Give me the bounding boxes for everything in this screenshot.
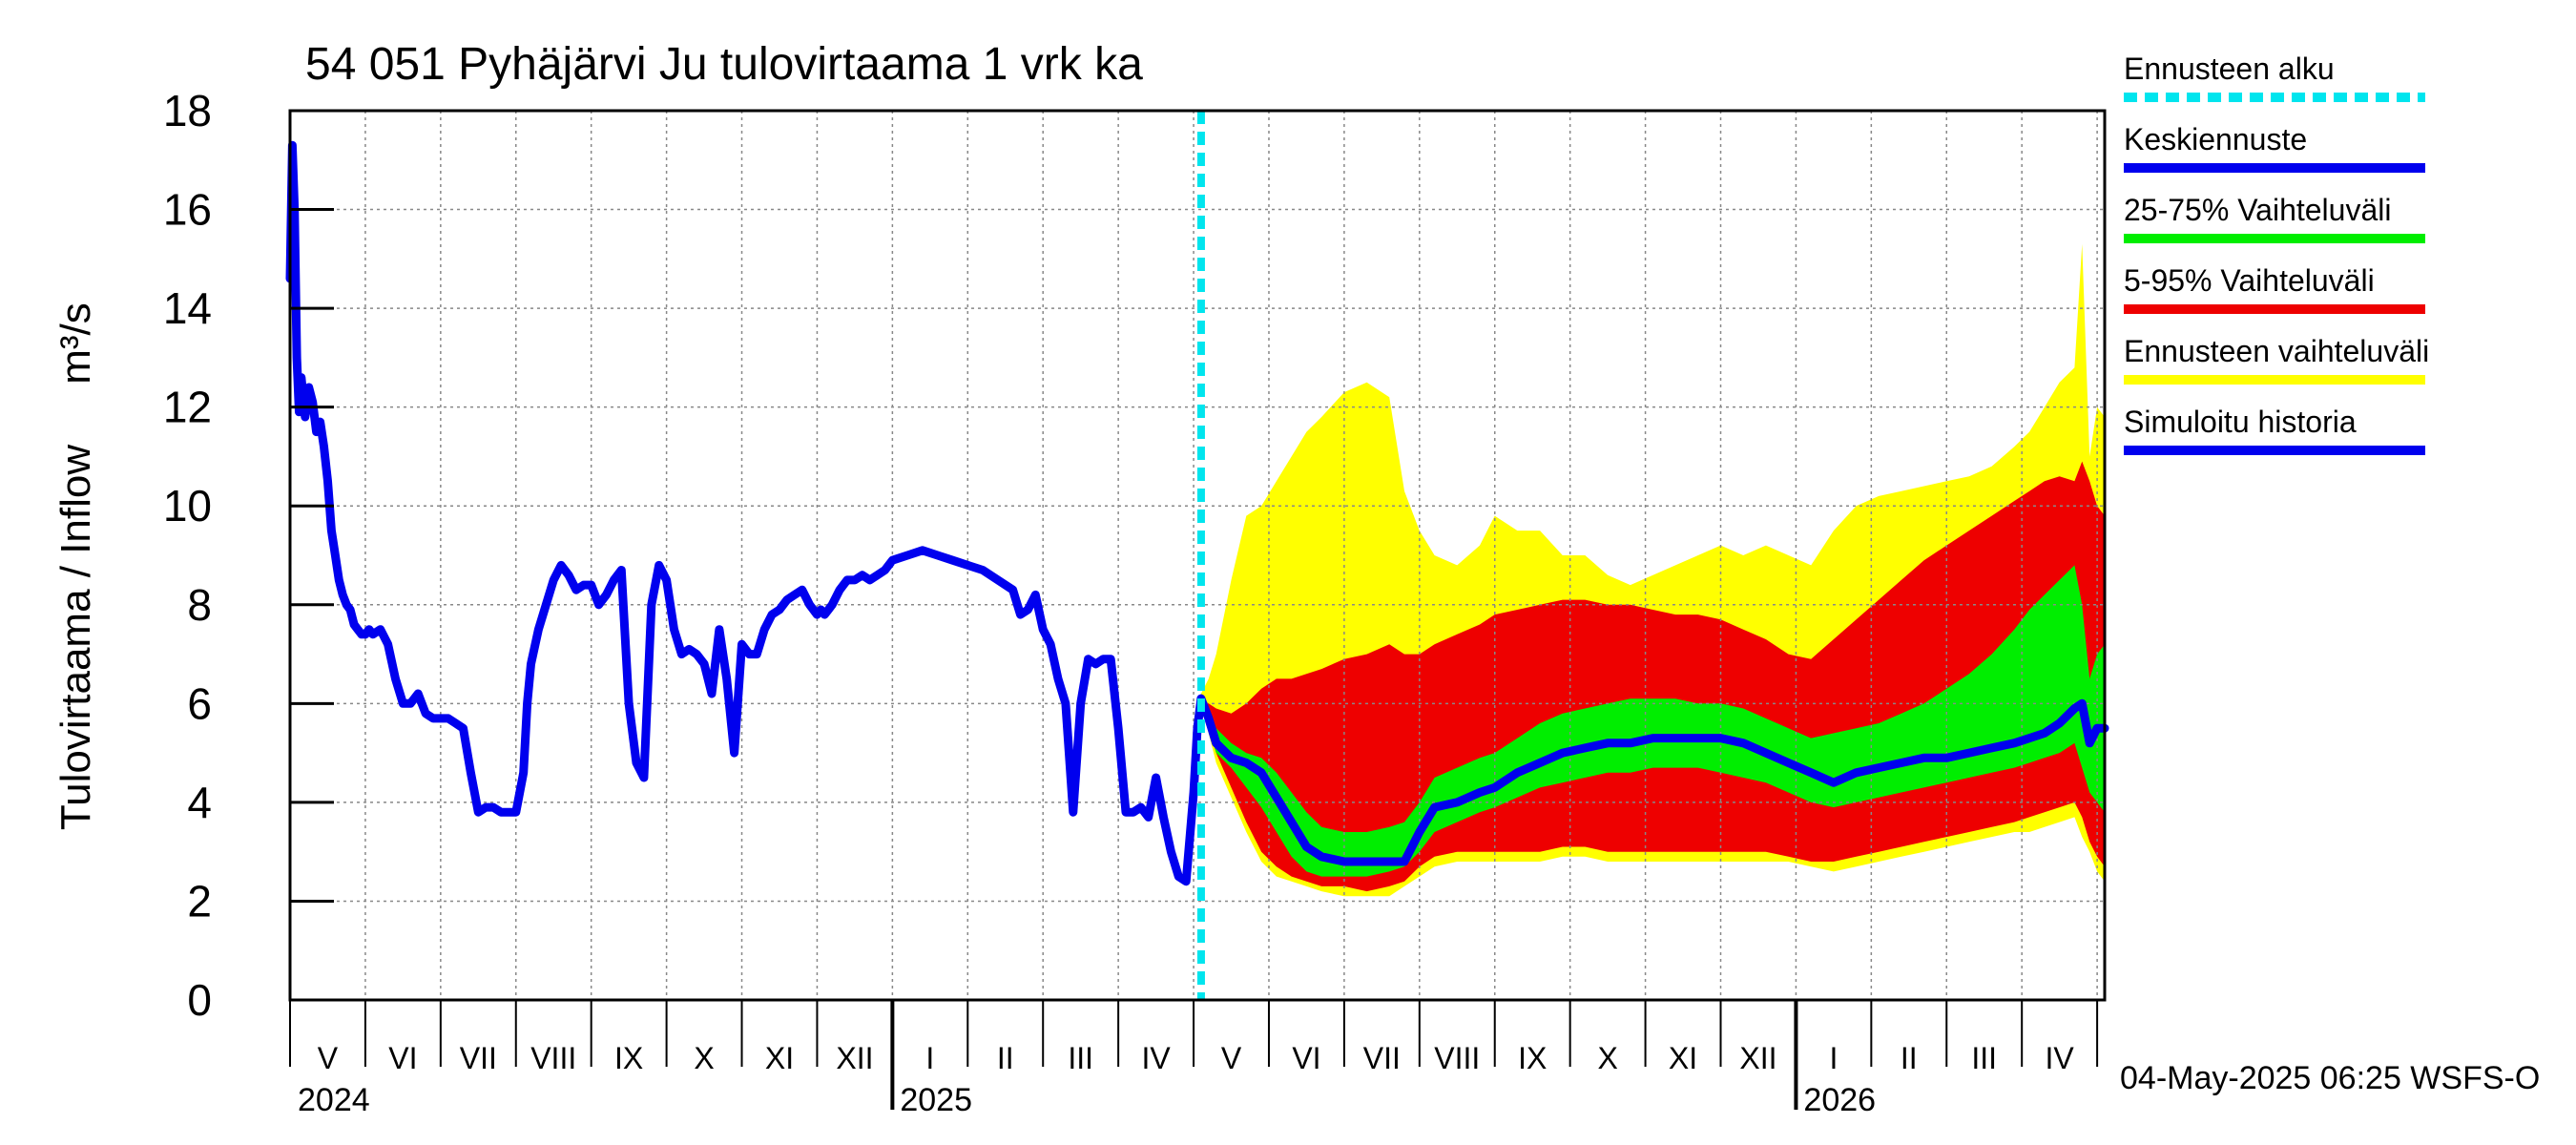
footer-timestamp: 04-May-2025 06:25 WSFS-O — [2120, 1060, 2540, 1096]
y-tick-label: 16 — [163, 185, 212, 235]
x-month-label: II — [1901, 1041, 1918, 1075]
x-month-label: IV — [2046, 1041, 2075, 1075]
x-month-label: III — [1971, 1041, 1997, 1075]
forecast-bands — [1200, 243, 2105, 897]
x-month-label: X — [1597, 1041, 1617, 1075]
plot-frame — [288, 109, 2107, 1002]
legend-label: Ennusteen vaihteluväli — [2124, 334, 2429, 368]
x-month-label: V — [318, 1041, 339, 1075]
band-25-75 — [1200, 565, 2105, 877]
y-tick-label: 12 — [163, 383, 212, 432]
x-month-label: XI — [1669, 1041, 1697, 1075]
legend-label: Keskiennuste — [2124, 122, 2307, 156]
x-month-label: IX — [1518, 1041, 1547, 1075]
x-month-label: X — [694, 1041, 714, 1075]
y-tick-label: 2 — [187, 876, 212, 926]
x-month-label: VI — [1292, 1041, 1320, 1075]
x-year-label: 2025 — [900, 1082, 972, 1118]
x-month-label: IV — [1141, 1041, 1171, 1075]
legend-label: Ennusteen alku — [2124, 52, 2335, 86]
x-month-label: III — [1068, 1041, 1093, 1075]
grid — [290, 111, 2105, 1000]
y-axis-unit: m³/s — [52, 302, 99, 385]
y-tick-label: 0 — [187, 975, 212, 1025]
x-axis: V VI VII VIII IX X XI XII I II III IV V VI VII VIII IX X X… — [289, 1000, 2099, 1118]
x-month-label: XII — [1739, 1041, 1776, 1075]
x-month-label: XI — [765, 1041, 794, 1075]
x-month-label: VII — [460, 1041, 497, 1075]
legend-label: 25-75% Vaihteluväli — [2124, 193, 2391, 227]
x-month-label: VI — [388, 1041, 417, 1075]
legend-label: Simuloitu historia — [2124, 405, 2357, 439]
y-tick-label: 6 — [187, 678, 212, 728]
y-axis: 0 2 4 6 8 10 12 14 16 18 — [163, 86, 334, 1025]
y-tick-label: 18 — [163, 86, 212, 135]
x-month-label: VIII — [530, 1041, 576, 1075]
x-month-label: I — [925, 1041, 934, 1075]
series-line-median-forecast — [1196, 694, 2109, 866]
x-month-label: II — [997, 1041, 1014, 1075]
y-tick-label: 10 — [163, 481, 212, 531]
series-line-simulated-history — [285, 140, 1206, 886]
y-tick-label: 8 — [187, 580, 212, 630]
y-tick-label: 4 — [187, 778, 212, 827]
x-year-label: 2024 — [298, 1082, 370, 1118]
legend: Ennusteen alku Keskiennuste 25-75% Vaihtel… — [2124, 52, 2429, 455]
x-year-label: 2026 — [1803, 1082, 1876, 1118]
series-lines — [285, 140, 2109, 886]
x-month-label: V — [1221, 1041, 1242, 1075]
chart-title: 54 051 Pyhäjärvi Ju tulovirtaama 1 vrk k… — [305, 39, 1143, 90]
x-month-label: I — [1829, 1041, 1838, 1075]
x-month-label: VII — [1363, 1041, 1401, 1075]
x-month-label: XII — [836, 1041, 873, 1075]
x-month-label: VIII — [1434, 1041, 1480, 1075]
y-axis-label: Tulovirtaama / Inflow — [52, 445, 99, 831]
x-month-label: IX — [614, 1041, 643, 1075]
y-tick-label: 14 — [163, 283, 212, 333]
legend-label: 5-95% Vaihteluväli — [2124, 263, 2375, 298]
